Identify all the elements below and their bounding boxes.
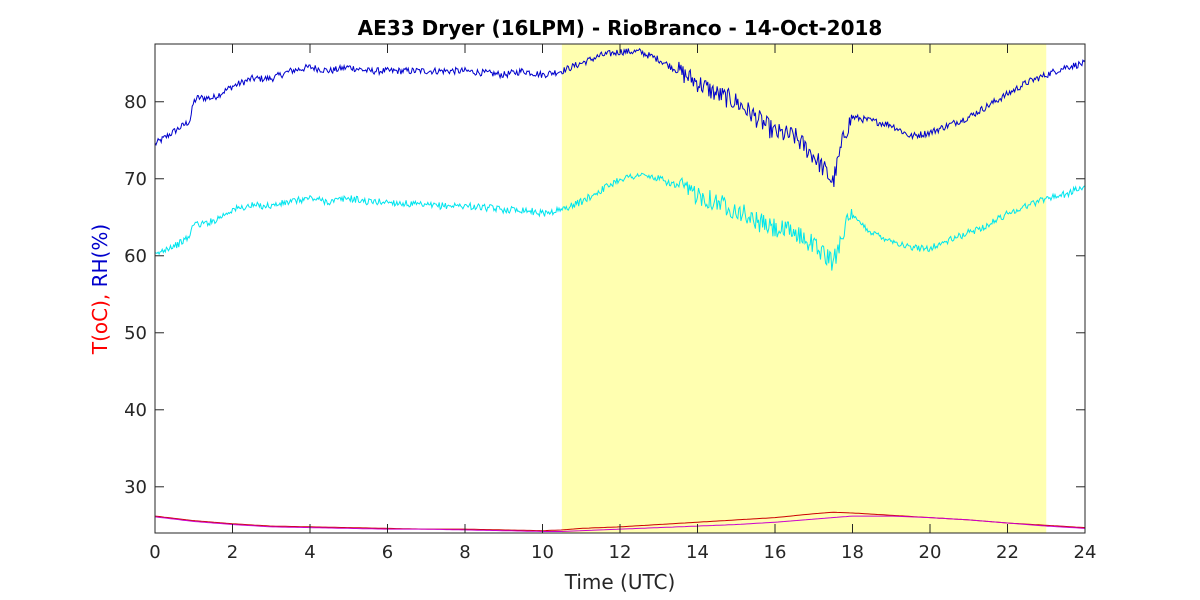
y-axis-label: T(oC), RH(%) (88, 224, 112, 355)
x-tick-label: 8 (459, 542, 470, 563)
chart-title: AE33 Dryer (16LPM) - RioBranco - 14-Oct-… (358, 16, 883, 40)
y-axis-label-part-1: T(oC), (88, 287, 112, 355)
y-tick-label: 60 (124, 246, 147, 267)
y-tick-label: 80 (124, 92, 147, 113)
x-tick-label: 12 (609, 542, 632, 563)
x-tick-label: 2 (227, 542, 238, 563)
x-tick-label: 0 (149, 542, 160, 563)
x-tick-label: 24 (1074, 542, 1097, 563)
x-tick-label: 10 (531, 542, 554, 563)
x-axis-label: Time (UTC) (564, 570, 676, 594)
y-axis-label-part-2: RH(%) (88, 224, 112, 288)
y-tick-label: 70 (124, 169, 147, 190)
x-tick-label: 14 (686, 542, 709, 563)
x-tick-label: 16 (764, 542, 787, 563)
x-tick-label: 20 (919, 542, 942, 563)
x-tick-label: 22 (996, 542, 1019, 563)
x-tick-label: 6 (382, 542, 393, 563)
y-tick-label: 30 (124, 477, 147, 498)
y-tick-label: 50 (124, 323, 147, 344)
shaded-region (561, 44, 1047, 533)
series-line-1 (154, 47, 1086, 188)
series-line-2 (154, 172, 1086, 271)
y-tick-label: 40 (124, 400, 147, 421)
x-tick-label: 18 (841, 542, 864, 563)
x-tick-label: 4 (304, 542, 315, 563)
